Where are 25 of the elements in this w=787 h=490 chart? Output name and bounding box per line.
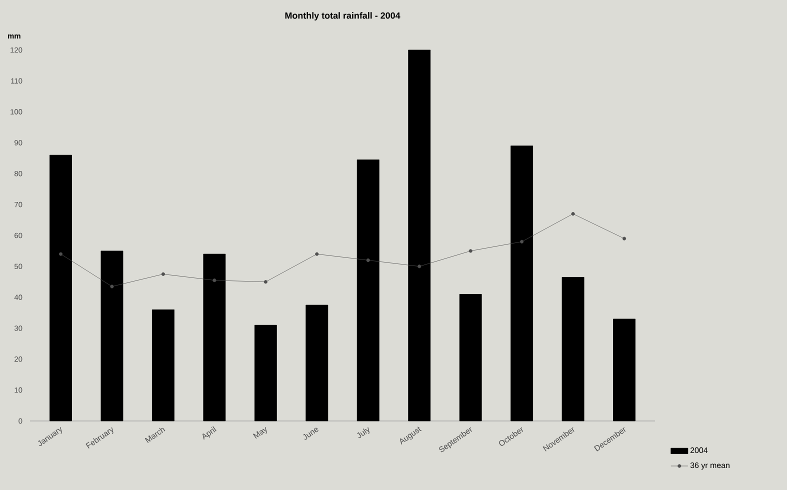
bar xyxy=(254,324,277,422)
bar xyxy=(613,318,636,422)
point xyxy=(315,252,319,256)
bar xyxy=(50,154,72,422)
bar xyxy=(306,304,328,422)
point xyxy=(264,280,268,284)
bar xyxy=(459,294,482,422)
chart-title: Monthly total rainfall - 2004 xyxy=(285,12,400,20)
bar xyxy=(152,309,174,422)
bar xyxy=(510,146,534,422)
point xyxy=(468,249,472,253)
point xyxy=(212,278,216,282)
point xyxy=(58,252,63,256)
point xyxy=(520,240,524,244)
point xyxy=(110,284,114,288)
point xyxy=(366,258,370,262)
bar xyxy=(203,254,226,422)
bar xyxy=(562,277,584,422)
point xyxy=(622,236,626,240)
bar xyxy=(356,160,380,422)
bar xyxy=(100,250,124,422)
point xyxy=(418,264,422,268)
bar xyxy=(408,50,431,422)
point xyxy=(571,212,575,216)
point xyxy=(161,272,165,276)
